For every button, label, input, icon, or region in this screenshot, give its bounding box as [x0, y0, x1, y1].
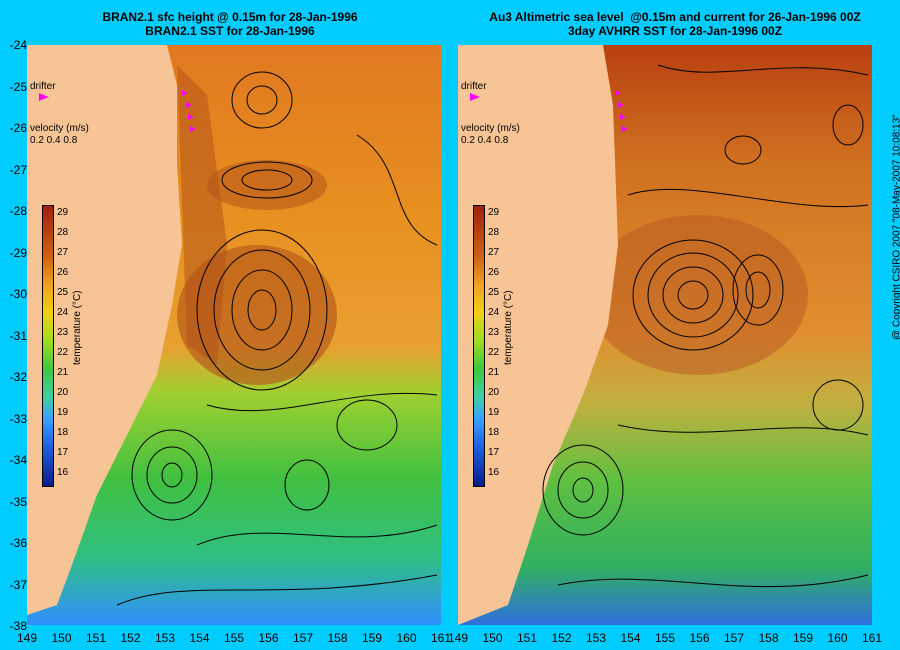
colorbar-tick: 19	[57, 407, 69, 418]
velocity-legend-label-right: velocity (m/s)	[461, 123, 520, 134]
colorbar-tick: 27	[57, 247, 69, 258]
latitude-tick: -25	[9, 79, 27, 94]
colorbar-tick: 22	[488, 347, 500, 358]
longitude-tick: 150	[51, 631, 72, 645]
latitude-tick: -30	[9, 287, 27, 301]
latitude-tick: -26	[9, 121, 27, 135]
longitude-tick: 155	[223, 631, 245, 645]
longitude-tick: 151	[85, 631, 107, 645]
colorbar-tick: 27	[488, 247, 500, 258]
latitude-tick: -32	[9, 370, 27, 384]
latitude-tick: -29	[9, 245, 27, 260]
drifter-legend-icon	[39, 93, 49, 101]
longitude-tick: 158	[327, 631, 348, 645]
longitude-tick: 149	[16, 631, 38, 645]
longitude-tick: 151	[516, 631, 538, 645]
latitude-tick: -35	[9, 494, 27, 509]
longitude-tick: 157	[723, 631, 745, 645]
colorbar-tick: 28	[57, 227, 69, 238]
colorbar-tick: 29	[488, 207, 500, 218]
longitude-tick: 154	[620, 631, 641, 645]
longitude-tick: 152	[551, 631, 572, 645]
velocity-scale-label: 0.2 0.4 0.8	[30, 135, 78, 146]
colorbar-tick: 22	[57, 347, 69, 358]
colorbar-tick: 21	[488, 367, 500, 378]
longitude-tick: 152	[120, 631, 141, 645]
velocity-legend-label: velocity (m/s)	[30, 123, 89, 134]
longitude-tick: 156	[258, 631, 279, 645]
latitude-tick: -36	[9, 536, 27, 550]
colorbar-tick: 20	[57, 387, 69, 398]
latitude-tick: -38	[9, 619, 27, 633]
longitude-tick: 157	[292, 631, 314, 645]
latitude-tick: -24	[9, 38, 27, 52]
colorbar-tick: 28	[488, 227, 500, 238]
latitude-tick: -31	[9, 328, 27, 343]
longitude-tick: 161	[861, 631, 883, 645]
colorbar-tick: 29	[57, 207, 69, 218]
colorbar-tick: 20	[488, 387, 500, 398]
longitude-tick: 150	[482, 631, 503, 645]
drifter-legend-icon-right	[470, 93, 480, 101]
longitude-tick: 153	[585, 631, 607, 645]
drifter-legend-label-right: drifter	[461, 81, 487, 92]
land-mass	[27, 45, 182, 615]
latitude-tick: -28	[9, 204, 27, 218]
avhrr-sst-map: drifter velocity (m/s) 0.2 0.4 0.8 tempe…	[458, 45, 872, 625]
latitude-tick: -27	[9, 162, 27, 177]
right-map-canvas	[458, 45, 872, 625]
colorbar-tick: 16	[57, 467, 69, 478]
longitude-tick: 149	[447, 631, 469, 645]
longitude-tick: 155	[654, 631, 676, 645]
longitude-tick: 160	[827, 631, 848, 645]
colorbar-tick: 23	[57, 327, 69, 338]
right-map-title: Au3 Altimetric sea level @0.15m and curr…	[489, 10, 861, 38]
colorbar-tick: 25	[57, 287, 69, 298]
latitude-tick: -33	[9, 411, 27, 426]
colorbar-tick: 17	[488, 447, 500, 458]
longitude-tick: 159	[361, 631, 383, 645]
temperature-colorbar	[42, 205, 54, 487]
temperature-axis-label: temperature (°C)	[72, 290, 83, 365]
longitude-tick: 156	[689, 631, 710, 645]
colorbar-tick: 26	[57, 267, 69, 278]
temperature-colorbar-right	[473, 205, 485, 487]
left-map-canvas	[27, 45, 441, 625]
copyright-notice: @ Copyright CSIRO 2007 "08-May-2007 10:0…	[892, 114, 900, 340]
bran-sst-map: drifter velocity (m/s) 0.2 0.4 0.8 tempe…	[27, 45, 441, 625]
colorbar-tick: 19	[488, 407, 500, 418]
colorbar-tick: 24	[57, 307, 69, 318]
velocity-scale-label-right: 0.2 0.4 0.8	[461, 135, 509, 146]
colorbar-tick: 18	[488, 427, 500, 438]
colorbar-tick: 18	[57, 427, 69, 438]
longitude-tick: 154	[189, 631, 210, 645]
drifter-track-right	[615, 90, 628, 132]
colorbar-tick: 21	[57, 367, 69, 378]
colorbar-tick: 25	[488, 287, 500, 298]
longitude-tick: 158	[758, 631, 779, 645]
colorbar-tick: 23	[488, 327, 500, 338]
latitude-tick: -34	[9, 453, 27, 467]
colorbar-tick: 16	[488, 467, 500, 478]
left-map-title: BRAN2.1 sfc height @ 0.15m for 28-Jan-19…	[102, 10, 358, 38]
colorbar-tick: 17	[57, 447, 69, 458]
longitude-tick: 161	[430, 631, 452, 645]
colorbar-tick: 24	[488, 307, 500, 318]
longitude-tick: 153	[154, 631, 176, 645]
drifter-track	[182, 90, 196, 132]
longitude-tick: 160	[396, 631, 417, 645]
temperature-axis-label-right: temperature (°C)	[503, 290, 514, 365]
colorbar-tick: 26	[488, 267, 500, 278]
latitude-tick: -37	[9, 577, 27, 592]
land-mass-right	[458, 45, 618, 625]
drifter-legend-label: drifter	[30, 81, 56, 92]
longitude-tick: 159	[792, 631, 814, 645]
